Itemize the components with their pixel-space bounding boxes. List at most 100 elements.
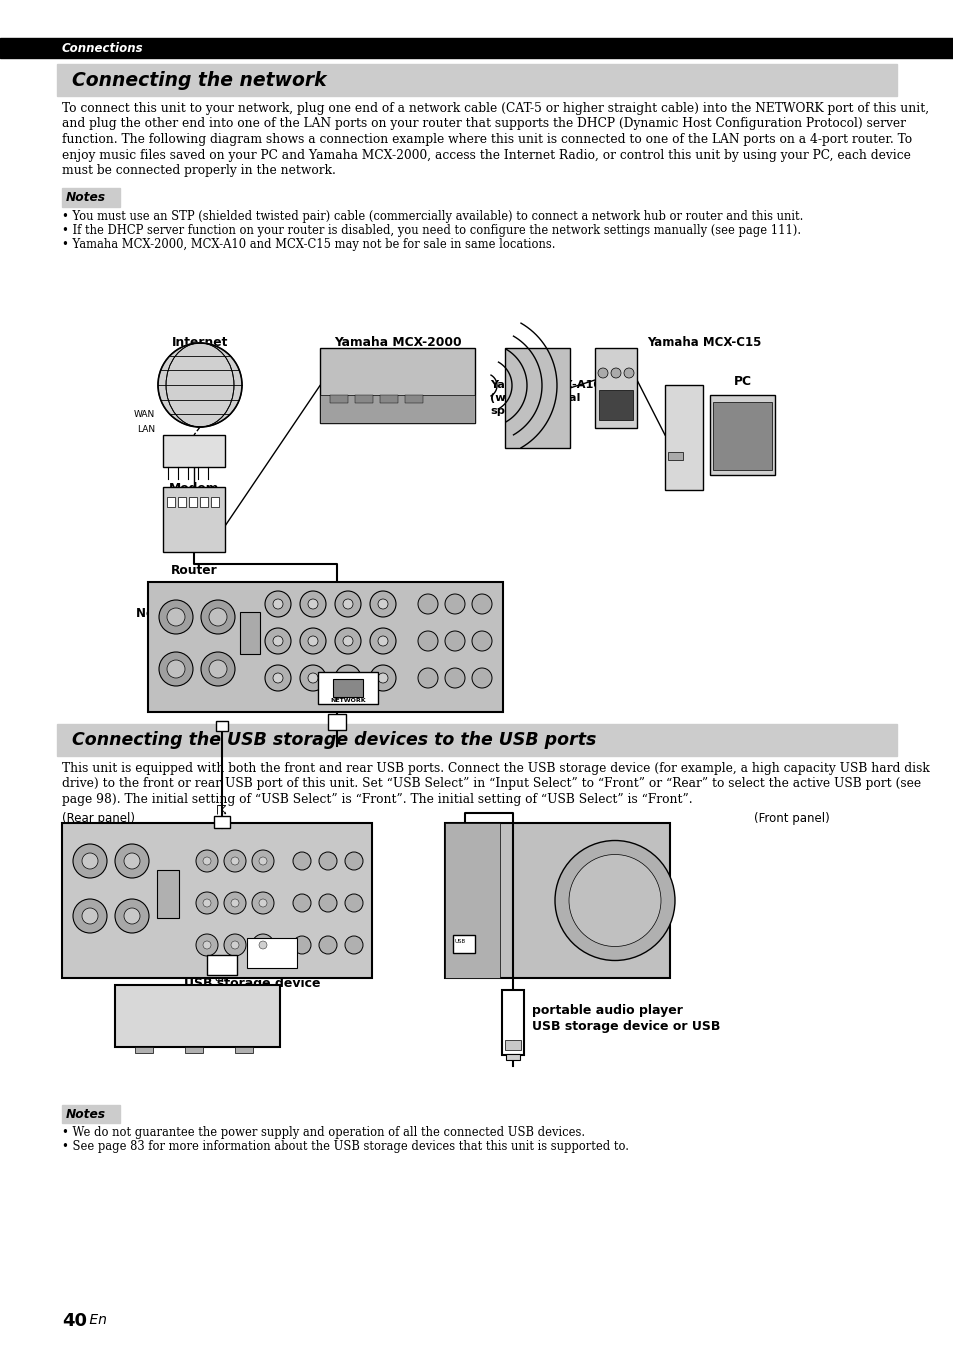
Circle shape bbox=[318, 852, 336, 870]
Text: USB: USB bbox=[214, 977, 229, 982]
Circle shape bbox=[377, 636, 388, 646]
Circle shape bbox=[299, 665, 326, 690]
Circle shape bbox=[343, 636, 353, 646]
Circle shape bbox=[265, 590, 291, 617]
Text: speakers): speakers) bbox=[490, 407, 553, 416]
Circle shape bbox=[124, 852, 140, 869]
Circle shape bbox=[258, 942, 267, 948]
Circle shape bbox=[417, 667, 437, 688]
Circle shape bbox=[159, 600, 193, 634]
Circle shape bbox=[370, 628, 395, 654]
Circle shape bbox=[318, 894, 336, 912]
Circle shape bbox=[343, 673, 353, 684]
Text: drive) to the front or rear USB port of this unit. Set “USB Select” in “Input Se: drive) to the front or rear USB port of … bbox=[62, 777, 921, 790]
Circle shape bbox=[610, 367, 620, 378]
Bar bbox=[598, 390, 633, 420]
Text: LAN: LAN bbox=[136, 426, 154, 434]
Circle shape bbox=[195, 892, 218, 915]
Bar bbox=[211, 497, 219, 507]
Bar bbox=[247, 938, 296, 969]
Bar bbox=[167, 497, 174, 507]
Circle shape bbox=[167, 608, 185, 626]
Circle shape bbox=[293, 852, 311, 870]
Circle shape bbox=[472, 594, 492, 613]
Circle shape bbox=[82, 852, 98, 869]
Bar bbox=[664, 385, 702, 490]
Circle shape bbox=[370, 665, 395, 690]
Text: En: En bbox=[85, 1313, 107, 1327]
Text: Connecting the network: Connecting the network bbox=[71, 70, 326, 89]
Circle shape bbox=[201, 653, 234, 686]
Text: 40: 40 bbox=[62, 1312, 87, 1329]
Circle shape bbox=[299, 628, 326, 654]
Text: • We do not guarantee the power supply and operation of all the connected USB de: • We do not guarantee the power supply a… bbox=[62, 1125, 584, 1139]
Bar bbox=[501, 990, 523, 1055]
Text: WAN: WAN bbox=[133, 409, 154, 419]
Bar bbox=[163, 435, 225, 467]
Circle shape bbox=[555, 840, 675, 961]
Bar bbox=[319, 394, 475, 423]
Bar bbox=[504, 349, 569, 449]
Circle shape bbox=[345, 852, 363, 870]
Circle shape bbox=[299, 590, 326, 617]
Bar bbox=[328, 713, 346, 730]
Circle shape bbox=[293, 894, 311, 912]
Text: Connections: Connections bbox=[62, 42, 144, 54]
Text: Yamaha MCX-A10: Yamaha MCX-A10 bbox=[490, 380, 600, 390]
Text: To connect this unit to your network, plug one end of a network cable (CAT-5 or : To connect this unit to your network, pl… bbox=[62, 101, 928, 115]
Circle shape bbox=[231, 942, 239, 948]
Bar bbox=[504, 1040, 520, 1050]
Circle shape bbox=[203, 942, 211, 948]
Circle shape bbox=[195, 934, 218, 957]
Text: Network cable: Network cable bbox=[136, 607, 232, 620]
Bar bbox=[62, 1105, 120, 1123]
Circle shape bbox=[252, 850, 274, 871]
Circle shape bbox=[308, 673, 317, 684]
Circle shape bbox=[335, 628, 360, 654]
Circle shape bbox=[73, 844, 107, 878]
Circle shape bbox=[345, 936, 363, 954]
Circle shape bbox=[417, 594, 437, 613]
Bar bbox=[207, 955, 236, 975]
Text: NETWORK: NETWORK bbox=[330, 698, 365, 703]
Text: page 98). The initial setting of “USB Select” is “Front”. The initial setting of: page 98). The initial setting of “USB Se… bbox=[62, 793, 692, 807]
Text: Modem: Modem bbox=[169, 482, 219, 494]
Circle shape bbox=[345, 894, 363, 912]
Bar bbox=[405, 394, 422, 403]
Text: Yamaha MCX-C15: Yamaha MCX-C15 bbox=[646, 336, 760, 349]
Bar bbox=[213, 816, 230, 828]
Text: • If the DHCP server function on your router is disabled, you need to configure : • If the DHCP server function on your ro… bbox=[62, 224, 801, 236]
Circle shape bbox=[209, 661, 227, 678]
Text: This unit is equipped with both the front and rear USB ports. Connect the USB st: This unit is equipped with both the fron… bbox=[62, 762, 929, 775]
Bar bbox=[215, 721, 228, 731]
Bar bbox=[185, 1047, 203, 1052]
Circle shape bbox=[167, 661, 185, 678]
Bar bbox=[453, 935, 475, 952]
Circle shape bbox=[158, 343, 242, 427]
Text: and plug the other end into one of the LAN ports on your router that supports th: and plug the other end into one of the L… bbox=[62, 118, 905, 131]
Bar bbox=[709, 394, 774, 476]
Bar bbox=[317, 671, 377, 704]
Circle shape bbox=[335, 590, 360, 617]
Bar bbox=[240, 612, 260, 654]
Circle shape bbox=[231, 898, 239, 907]
Circle shape bbox=[203, 857, 211, 865]
Bar bbox=[505, 1054, 519, 1061]
Circle shape bbox=[252, 892, 274, 915]
Bar bbox=[355, 394, 373, 403]
Bar bbox=[57, 63, 896, 96]
Circle shape bbox=[472, 667, 492, 688]
Circle shape bbox=[209, 608, 227, 626]
Text: portable audio player: portable audio player bbox=[532, 1004, 682, 1017]
Circle shape bbox=[370, 590, 395, 617]
Text: • See page 83 for more information about the USB storage devices that this unit : • See page 83 for more information about… bbox=[62, 1140, 628, 1152]
Text: Internet: Internet bbox=[172, 336, 228, 349]
Circle shape bbox=[73, 898, 107, 934]
Bar bbox=[712, 403, 771, 470]
Text: Yamaha MCX-2000: Yamaha MCX-2000 bbox=[334, 336, 461, 349]
Circle shape bbox=[203, 898, 211, 907]
Text: must be connected properly in the network.: must be connected properly in the networ… bbox=[62, 163, 335, 177]
Text: (with optional: (with optional bbox=[490, 393, 579, 403]
Circle shape bbox=[293, 936, 311, 954]
Circle shape bbox=[115, 844, 149, 878]
